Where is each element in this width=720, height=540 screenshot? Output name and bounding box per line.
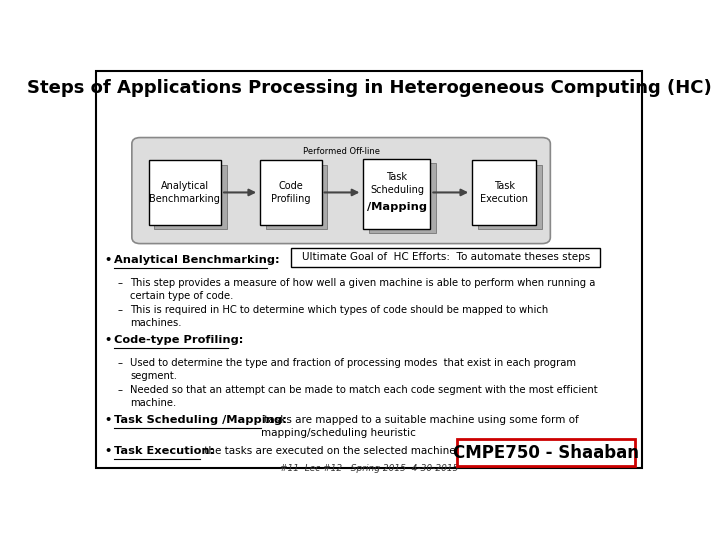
- Text: Task Scheduling /Mapping:: Task Scheduling /Mapping:: [114, 415, 287, 425]
- Text: Code-type Profiling:: Code-type Profiling:: [114, 335, 243, 345]
- Text: Ultimate Goal of  HC Efforts:  To automate theses steps: Ultimate Goal of HC Efforts: To automate…: [302, 252, 590, 262]
- Text: •: •: [104, 415, 111, 425]
- Text: Code
Profiling: Code Profiling: [271, 181, 310, 204]
- Text: This step provides a measure of how well a given machine is able to perform when: This step provides a measure of how well…: [130, 278, 595, 301]
- Bar: [472, 160, 536, 225]
- Text: Performed Off-line: Performed Off-line: [302, 147, 379, 156]
- Text: •: •: [104, 446, 111, 456]
- FancyBboxPatch shape: [457, 439, 634, 467]
- Text: Task
Execution: Task Execution: [480, 181, 528, 204]
- Bar: [478, 165, 542, 229]
- Text: the tasks are executed on the selected machine.: the tasks are executed on the selected m…: [201, 446, 459, 456]
- Text: •: •: [104, 335, 111, 345]
- Text: Used to determine the type and fraction of processing modes  that exist in each : Used to determine the type and fraction …: [130, 358, 576, 381]
- Text: /Mapping: /Mapping: [367, 202, 427, 212]
- Bar: [154, 165, 227, 229]
- FancyBboxPatch shape: [96, 71, 642, 468]
- Bar: [369, 163, 436, 233]
- Text: Task Execution:: Task Execution:: [114, 446, 215, 456]
- Text: #11  Lec #12   Spring 2015  4-30-2015: #11 Lec #12 Spring 2015 4-30-2015: [280, 464, 458, 473]
- FancyBboxPatch shape: [292, 248, 600, 267]
- Text: –: –: [118, 358, 123, 368]
- Text: Analytical
Benchmarking: Analytical Benchmarking: [150, 181, 220, 204]
- Bar: [266, 165, 327, 229]
- Text: tasks are mapped to a suitable machine using some form of
mapping/scheduling heu: tasks are mapped to a suitable machine u…: [261, 415, 579, 438]
- Text: Steps of Applications Processing in Heterogeneous Computing (HC): Steps of Applications Processing in Hete…: [27, 79, 711, 97]
- Bar: [260, 160, 322, 225]
- Text: •: •: [104, 255, 111, 265]
- Text: Task
Scheduling: Task Scheduling: [370, 172, 424, 195]
- Text: –: –: [118, 278, 123, 288]
- Text: –: –: [118, 305, 123, 315]
- Text: This is required in HC to determine which types of code should be mapped to whic: This is required in HC to determine whic…: [130, 305, 549, 328]
- Bar: [148, 160, 221, 225]
- Text: CMPE750 - Shaaban: CMPE750 - Shaaban: [453, 444, 639, 462]
- Text: Analytical Benchmarking:: Analytical Benchmarking:: [114, 255, 279, 265]
- Text: Needed so that an attempt can be made to match each code segment with the most e: Needed so that an attempt can be made to…: [130, 385, 598, 408]
- Text: –: –: [118, 385, 123, 395]
- FancyBboxPatch shape: [132, 138, 550, 244]
- Bar: [364, 159, 431, 229]
